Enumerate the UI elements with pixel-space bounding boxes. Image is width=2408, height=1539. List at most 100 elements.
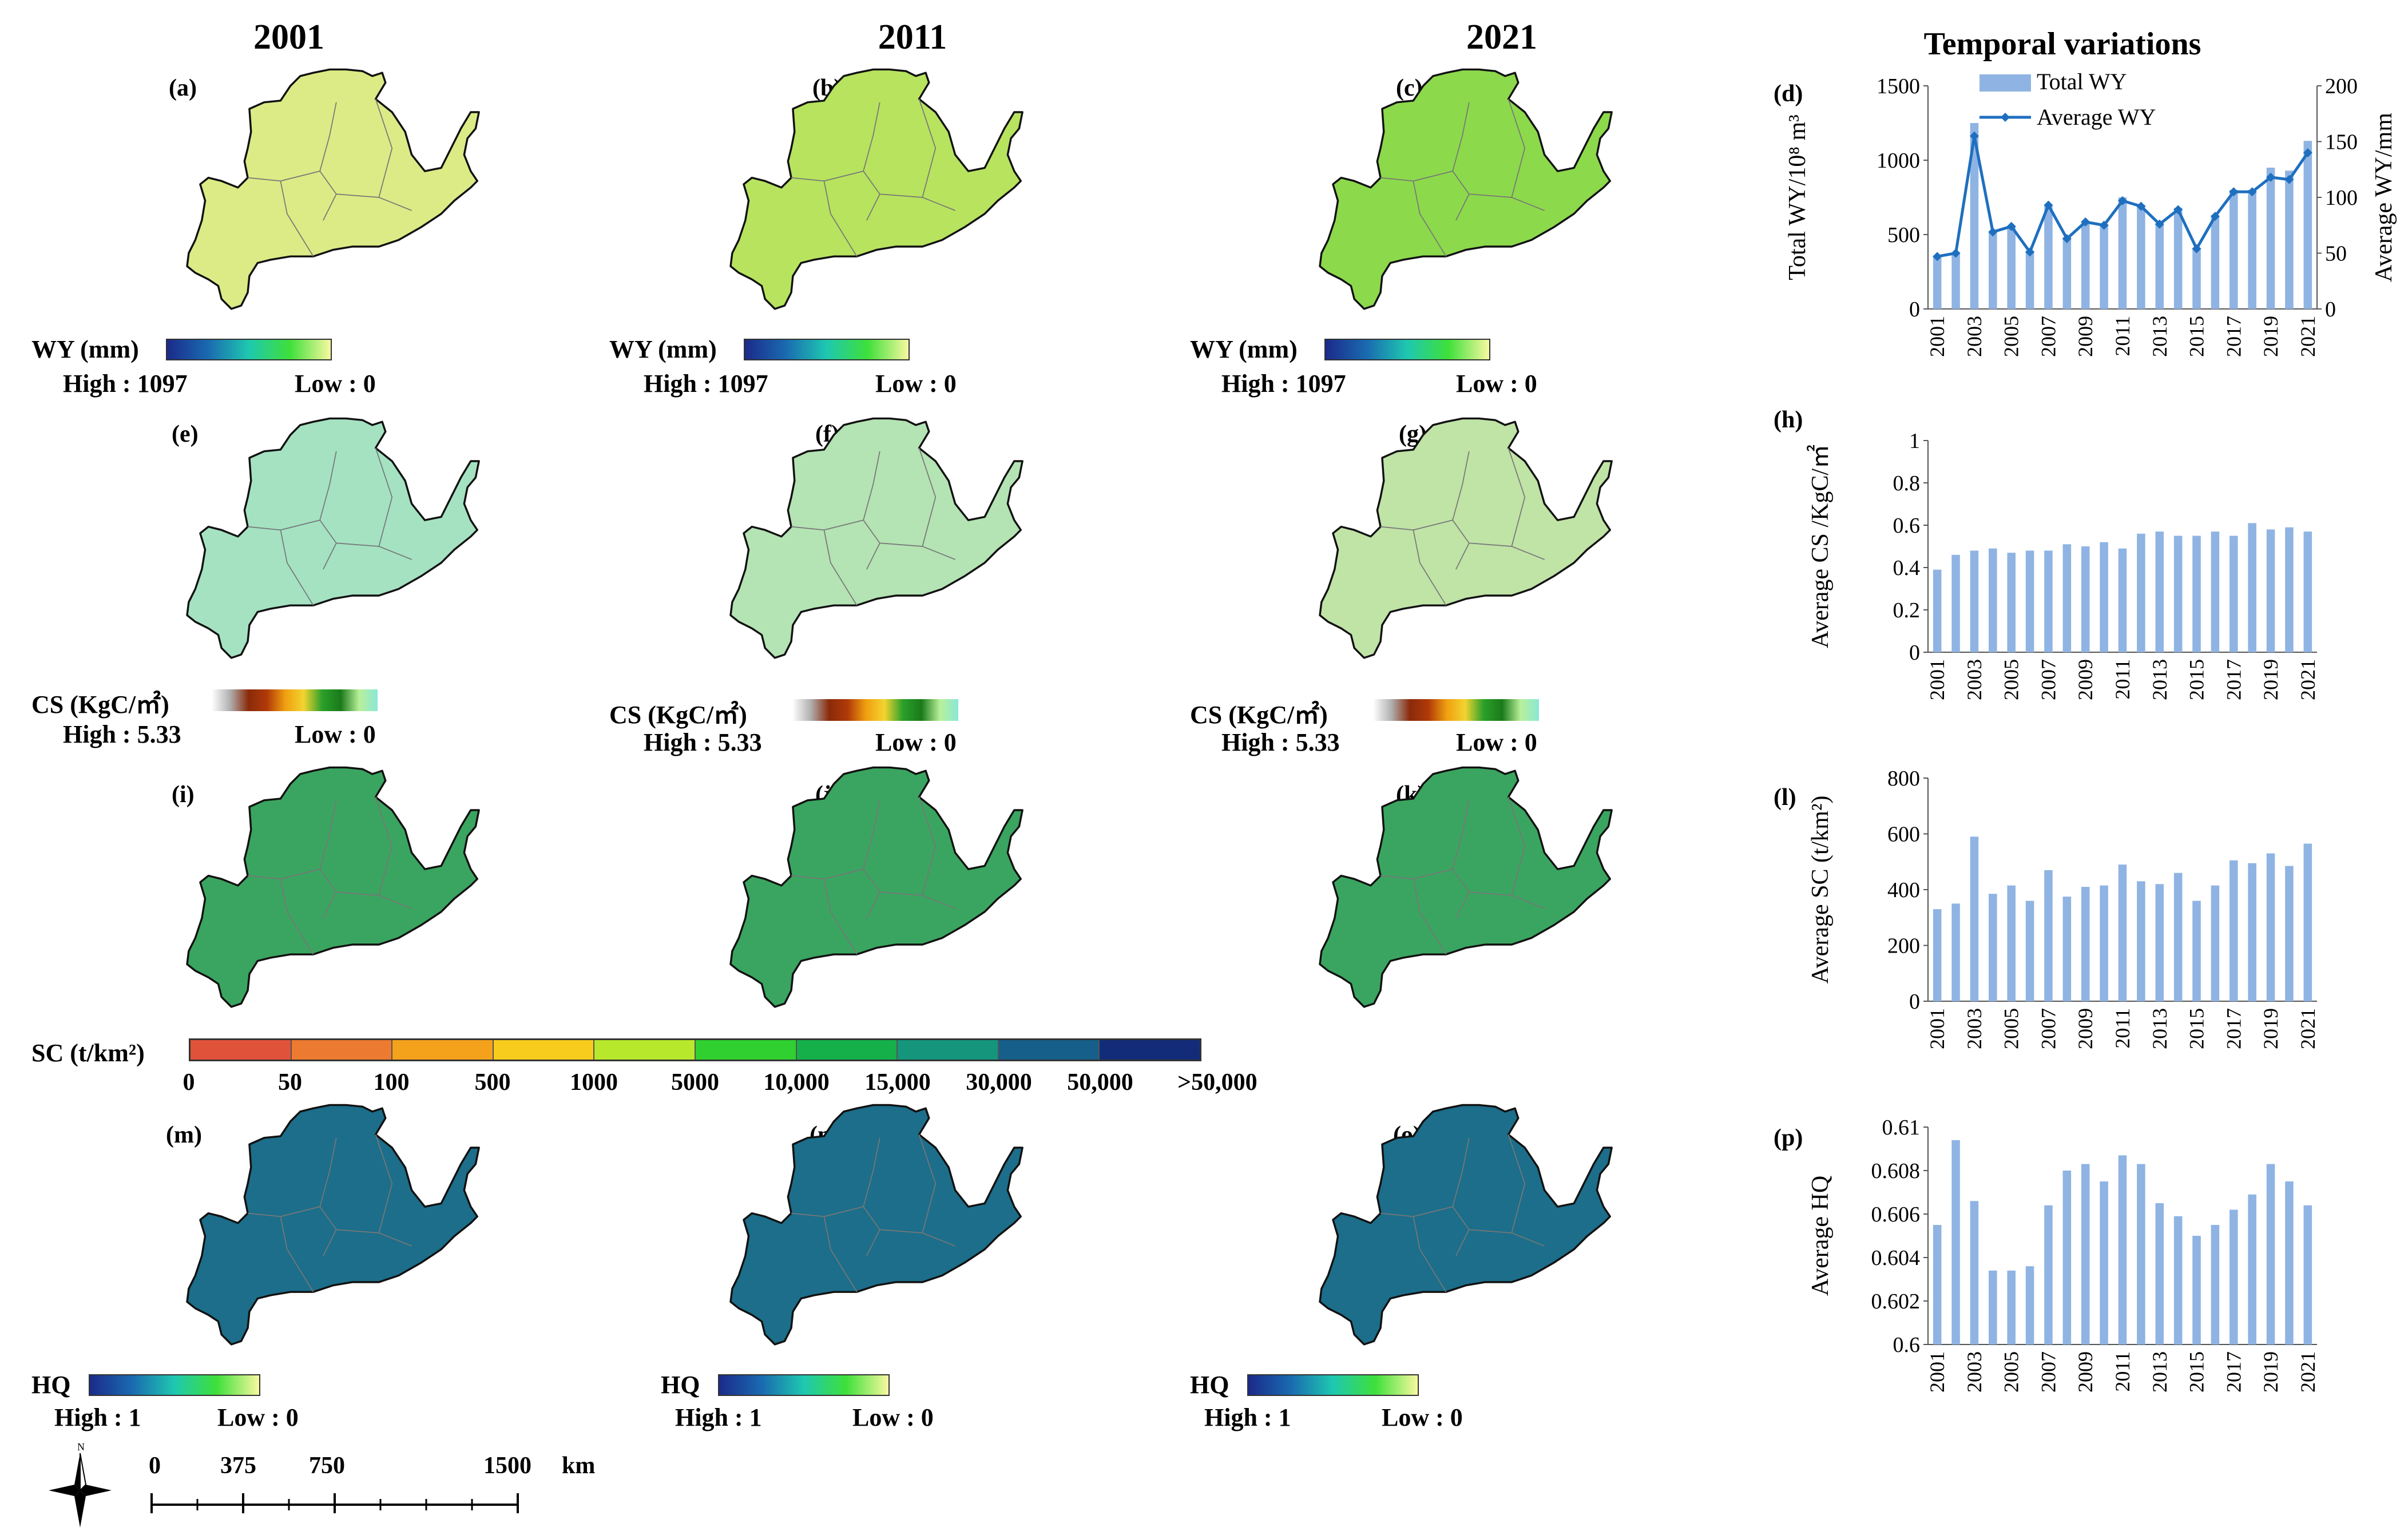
- panel-label-l: (l): [1774, 784, 1796, 811]
- sc-color-cell: [898, 1040, 999, 1060]
- bar: [2173, 872, 2183, 1001]
- x-tick-label: 2007: [2037, 659, 2060, 700]
- y-tick-label: 0.6: [1893, 1333, 1921, 1357]
- bar: [2230, 190, 2238, 309]
- x-tick-label: 2015: [2185, 316, 2208, 357]
- y-axis-label-right: Average WY/mm: [2371, 113, 2397, 282]
- scale-tick-750: 750: [309, 1453, 345, 1479]
- sc-colorbar: [189, 1038, 1201, 1061]
- y-tick-label: 0: [1909, 990, 1920, 1014]
- y-axis-label: Average CS /KgC/㎡: [1807, 445, 1834, 648]
- bar: [2266, 1164, 2275, 1344]
- sc-color-cell: [392, 1040, 494, 1060]
- y-axis-label: Average HQ: [1807, 1176, 1834, 1296]
- y-tick-label: 0.8: [1893, 471, 1921, 495]
- average-wy-point: [2118, 196, 2127, 205]
- bar: [2192, 536, 2201, 652]
- bar: [2007, 885, 2016, 1001]
- wy-legend-title-2001: WY (mm): [31, 335, 139, 363]
- y-tick-label: 0.608: [1871, 1159, 1921, 1183]
- hq-legend-title-2011: HQ: [661, 1371, 700, 1399]
- cs-legend-low-2001: Low : 0: [295, 720, 376, 748]
- wy-legend-high-2011: High : 1097: [644, 370, 768, 398]
- average-wy-point: [1969, 131, 1979, 141]
- x-tick-label: 2019: [2259, 316, 2282, 357]
- bar: [2285, 866, 2294, 1001]
- bar: [2007, 225, 2016, 309]
- bar: [2081, 221, 2090, 309]
- x-tick-label: 2019: [2259, 1351, 2282, 1393]
- sc-color-cell: [594, 1040, 696, 1060]
- x-tick-label: 2021: [2296, 316, 2319, 357]
- bar: [2062, 897, 2072, 1001]
- sc-color-cell: [695, 1040, 797, 1060]
- wy-legend-high-2021: High : 1097: [1221, 370, 1346, 398]
- bar: [2155, 1203, 2164, 1344]
- bar: [2211, 885, 2220, 1001]
- cs-legend-high-2021: High : 5.33: [1221, 728, 1340, 756]
- bar: [2248, 863, 2256, 1001]
- average-wy-point: [2247, 187, 2257, 197]
- average-wy-point: [2155, 219, 2164, 229]
- bar: [2118, 548, 2127, 652]
- y-tick-label: 400: [1887, 878, 1920, 902]
- bar: [2266, 168, 2275, 309]
- x-tick-label: 2011: [2111, 1008, 2134, 1049]
- bar: [2173, 208, 2183, 309]
- bar: [1933, 909, 1942, 1001]
- scale-unit: km: [562, 1453, 595, 1479]
- bar: [2266, 529, 2275, 652]
- panel-label-h: (h): [1774, 407, 1803, 433]
- x-tick-label: 2007: [2037, 1351, 2060, 1393]
- map-cs-2021: [1233, 412, 1725, 681]
- bar: [1989, 231, 1997, 309]
- bar: [2062, 1171, 2072, 1344]
- cs-legend-title-2021: CS (KgC/㎡): [1190, 701, 1328, 729]
- x-tick-label: 2001: [1926, 1351, 1949, 1393]
- sc-color-cell: [998, 1040, 1100, 1060]
- x-tick-label: 2003: [1963, 1351, 1986, 1393]
- y-axis-label: Average SC (t/km²): [1807, 795, 1834, 983]
- hq-legend-high-2021: High : 1: [1204, 1403, 1291, 1431]
- cs-colorbar-2011: [792, 699, 958, 721]
- bar: [2007, 553, 2016, 652]
- bar: [2100, 885, 2108, 1001]
- map-hq-2021: [1233, 1098, 1725, 1367]
- sc-color-cell: [1100, 1040, 1200, 1060]
- scale-tick-0: 0: [149, 1453, 161, 1479]
- average-wy-point: [2229, 187, 2239, 197]
- bar: [2303, 531, 2312, 652]
- y-tick-label: 0.61: [1882, 1116, 1921, 1140]
- average-wy-point: [2303, 148, 2312, 157]
- bar: [2025, 251, 2034, 309]
- bar: [2025, 1266, 2034, 1344]
- bar: [2211, 531, 2220, 652]
- hq-legend-low-2011: Low : 0: [852, 1403, 934, 1431]
- hq-colorbar-2001: [89, 1374, 260, 1396]
- sc-color-cell: [291, 1040, 393, 1060]
- y-tick-label-right: 150: [2325, 130, 2358, 154]
- y-tick-label-right: 100: [2325, 186, 2358, 210]
- hq-colorbar-2011: [718, 1374, 890, 1396]
- hq-legend-low-2001: Low : 0: [217, 1403, 299, 1431]
- y-tick-label: 1: [1909, 429, 1920, 453]
- average-wy-point: [1933, 252, 1942, 261]
- x-tick-label: 2021: [2296, 1008, 2319, 1049]
- x-tick-label: 2017: [2222, 316, 2245, 357]
- panel-label-e: (e): [172, 421, 199, 447]
- year-header-2021: 2021: [1466, 18, 1537, 57]
- cs-legend-high-2011: High : 5.33: [644, 728, 762, 756]
- bar: [2230, 536, 2238, 652]
- bar: [2211, 1225, 2220, 1344]
- average-wy-point: [1951, 248, 1961, 258]
- bar: [2137, 881, 2145, 1001]
- bar: [2044, 870, 2053, 1001]
- bar: [2303, 843, 2312, 1001]
- sc-tick-label: 0: [183, 1069, 195, 1096]
- bar: [2173, 536, 2183, 652]
- x-tick-label: 2005: [2000, 316, 2023, 357]
- temporal-variations-title: Temporal variations: [1923, 26, 2201, 62]
- x-tick-label: 2009: [2074, 316, 2097, 357]
- x-tick-label: 2011: [2111, 659, 2134, 700]
